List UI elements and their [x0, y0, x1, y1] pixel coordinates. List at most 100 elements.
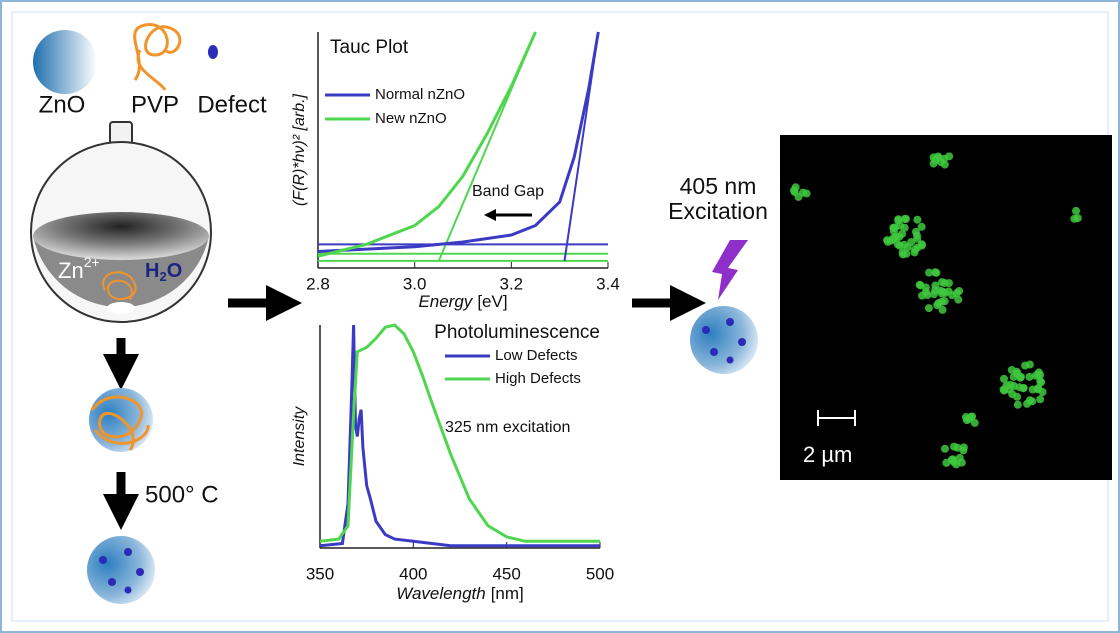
x-tick-label: 350 [306, 564, 334, 583]
legend-zno: ZnO [39, 91, 86, 118]
particle-dot [1019, 384, 1028, 393]
x-tick-label: 500 [586, 564, 614, 583]
y-axis-label: (F(R)*hν)² [arb.] [291, 93, 308, 206]
particle-dot [954, 295, 963, 304]
particle-dot [1034, 370, 1043, 379]
series-line [319, 324, 600, 548]
particle-dot [898, 250, 907, 259]
particle-dot [889, 223, 898, 232]
y-axis-label: Intensity [291, 406, 308, 467]
defect-particle [87, 536, 155, 604]
particle-dot [913, 215, 922, 224]
particle-dot [1023, 399, 1032, 408]
excited-particle [690, 306, 758, 374]
particle-dot [940, 160, 949, 169]
ion-sup: 2+ [84, 254, 100, 270]
pvp-coating [90, 395, 150, 451]
particle-dot [1072, 206, 1081, 215]
particle-dot [791, 183, 800, 192]
annotation: 325 nm excitation [445, 419, 570, 436]
particle-dot [1009, 372, 1018, 381]
particle-dot [932, 268, 941, 277]
particle-dot [794, 192, 803, 201]
zno-icon [33, 30, 97, 94]
particle-dot [961, 413, 970, 422]
solvent-sub: 2 [159, 269, 166, 284]
particle-dot [934, 299, 943, 308]
x-axis-label: Energy [eV] [418, 292, 507, 311]
particle-dot [938, 305, 947, 314]
x-axis-label: Wavelength [nm] [396, 584, 524, 603]
particle-dot [970, 418, 979, 427]
particle-dot [912, 231, 921, 240]
legend-label: Low Defects [495, 347, 578, 364]
particle-dot [948, 455, 957, 464]
anneal-label: 500° C [145, 481, 219, 508]
chart-title: Tauc Plot [330, 37, 409, 58]
chart-title: Photoluminescence [434, 322, 600, 343]
particle-dot [940, 444, 949, 453]
particle-dot [913, 243, 922, 252]
charts: 2.8 3.0 3.2 3.4 Normal nZnO New nZnO Tauc Plot… [291, 31, 620, 603]
pvp-icon [133, 23, 182, 91]
x-tick-label: 3.2 [500, 274, 524, 293]
particle-dot [957, 458, 966, 467]
x-tick-label: 400 [399, 564, 427, 583]
x-tick-label: 3.4 [596, 274, 620, 293]
particle-dot [921, 283, 930, 292]
particle-dot [903, 243, 912, 252]
annotation: Band Gap [472, 183, 544, 200]
x-label-main: Wavelength [396, 584, 485, 603]
legend-label: New nZnO [375, 110, 447, 127]
particle-dot [931, 281, 940, 290]
particle-dot [917, 222, 926, 231]
scale-bar-label: 2 µm [803, 442, 852, 467]
flask-solvent: H2O [145, 260, 182, 284]
x-label-main: Energy [418, 292, 473, 311]
excitation-line2: Excitation [668, 198, 768, 224]
solvent-rest: O [167, 260, 183, 282]
flask-ion: Zn2+ [58, 254, 100, 283]
particle-dot [930, 290, 939, 299]
x-label-unit: [nm] [491, 584, 524, 603]
particle-dot [802, 189, 811, 198]
particle-dot [929, 159, 938, 168]
defect-icon [208, 45, 218, 59]
particle-dot [1025, 372, 1034, 381]
particle-dot [929, 153, 938, 162]
particle-dot [1028, 385, 1037, 394]
series-line [317, 31, 537, 258]
x-tick-label: 3.0 [403, 274, 427, 293]
legend-label: Normal nZnO [375, 86, 465, 103]
particle-dot [1013, 400, 1022, 409]
particle-dot [942, 458, 951, 467]
x-label-unit: [eV] [477, 292, 507, 311]
particle-dot [959, 446, 968, 455]
legend-label: High Defects [495, 370, 581, 387]
flask [30, 121, 212, 323]
particle-dot [1016, 372, 1025, 381]
ion-base: Zn [58, 258, 84, 283]
particle-dot [1005, 385, 1014, 394]
particle-dot [925, 268, 934, 277]
particle-dot [915, 280, 924, 289]
series-line [319, 323, 600, 543]
legend-pvp: PVP [131, 91, 179, 118]
particle-dot [952, 289, 961, 298]
particle-dot [940, 288, 949, 297]
particle-dot [940, 297, 949, 306]
excitation-line1: 405 nm [680, 173, 757, 199]
particle-dot [1073, 214, 1082, 223]
particle-dot [898, 229, 907, 238]
particle-dot [894, 215, 903, 224]
particle-dot [883, 236, 892, 245]
particle-dot [938, 278, 947, 287]
fluorescent-particles [790, 152, 1082, 469]
laser-bolt [712, 240, 748, 300]
particle-dot [940, 154, 949, 163]
particle-dot [900, 223, 909, 232]
x-tick-label: 2.8 [306, 274, 330, 293]
legend-defect: Defect [197, 91, 267, 118]
particle-dot [1036, 395, 1045, 404]
